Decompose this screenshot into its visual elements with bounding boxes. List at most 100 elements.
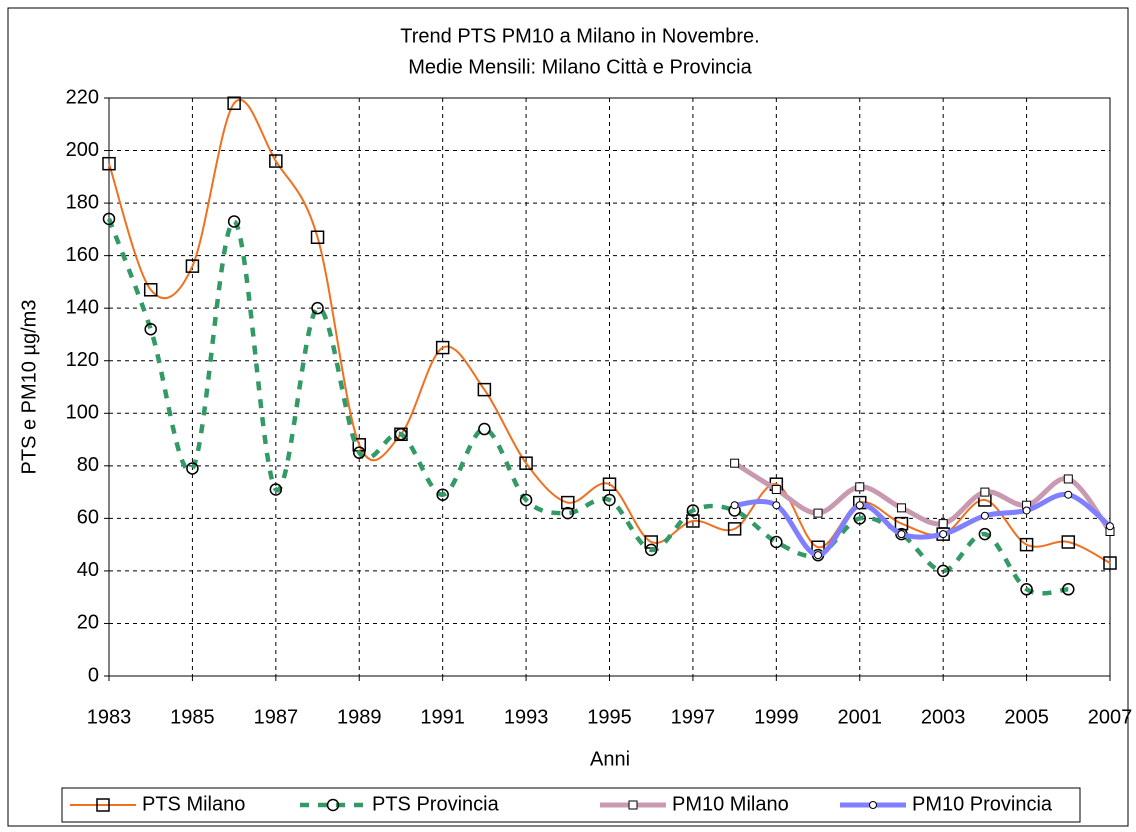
x-tick-label: 1985 [170, 706, 215, 728]
x-tick-label: 1989 [337, 706, 382, 728]
marker [771, 484, 781, 494]
x-tick-label: 2005 [1004, 706, 1049, 728]
marker [1106, 522, 1114, 531]
x-tick-label: 1999 [754, 706, 799, 728]
chart-subtitle: Medie Mensili: Milano Città e Provincia [408, 56, 752, 78]
marker [185, 259, 200, 273]
marker [186, 462, 199, 475]
y-tick-label: 0 [88, 664, 99, 686]
legend-label: PTS Milano [142, 793, 245, 815]
plot-frame [108, 97, 1111, 677]
marker [394, 428, 408, 441]
marker [1103, 556, 1117, 570]
marker [1061, 535, 1076, 549]
y-tick-label: 60 [77, 507, 99, 529]
marker [814, 551, 823, 560]
marker [813, 508, 823, 518]
chart-title: Trend PTS PM10 a Milano in Novembre. [400, 25, 759, 47]
marker [561, 495, 575, 510]
marker [853, 512, 866, 525]
marker [435, 340, 450, 355]
x-tick-label: 1995 [587, 706, 632, 728]
x-tick-label: 1991 [420, 706, 465, 728]
y-tick-label: 80 [77, 454, 99, 476]
marker [896, 503, 906, 513]
marker [519, 456, 533, 470]
y-tick-label: 120 [66, 349, 99, 371]
marker [326, 798, 340, 812]
x-tick-label: 1997 [671, 706, 716, 728]
marker [855, 482, 865, 492]
marker [1020, 583, 1033, 596]
marker [602, 477, 617, 491]
marker [869, 801, 877, 809]
y-tick-label: 20 [77, 612, 99, 634]
y-tick-label: 180 [66, 191, 99, 213]
marker [936, 564, 950, 578]
marker [855, 501, 864, 510]
marker [644, 543, 658, 557]
marker [727, 522, 742, 536]
legend-label: PTS Provincia [372, 793, 500, 815]
marker [310, 230, 325, 244]
marker [311, 301, 324, 315]
marker [628, 800, 638, 810]
marker [978, 527, 992, 541]
series-line [734, 491, 1112, 558]
x-tick-label: 1983 [87, 706, 132, 728]
marker [980, 511, 989, 520]
marker [770, 535, 783, 549]
y-tick-label: 200 [66, 139, 99, 161]
legend-label: PM10 Milano [672, 793, 789, 815]
marker [772, 501, 781, 510]
marker [1019, 537, 1034, 552]
x-tick-label: 1993 [504, 706, 549, 728]
marker [269, 154, 283, 168]
marker [938, 519, 948, 529]
y-axis-label: PTS e PM10 µg/m3 [18, 300, 40, 475]
marker [96, 798, 110, 812]
y-tick-label: 40 [77, 559, 99, 581]
marker [980, 487, 990, 497]
marker [478, 422, 491, 436]
x-tick-label: 1987 [254, 706, 299, 728]
marker [1022, 506, 1031, 515]
marker [603, 493, 616, 507]
marker [1063, 474, 1073, 484]
marker [686, 504, 700, 517]
marker [269, 483, 283, 496]
x-tick-label: 2007 [1088, 706, 1133, 728]
marker [102, 156, 116, 171]
marker [144, 322, 157, 336]
marker [897, 530, 906, 539]
series-line [733, 461, 1113, 534]
marker [1064, 490, 1073, 499]
marker [686, 514, 700, 528]
marker [730, 501, 739, 510]
marker [436, 488, 449, 501]
marker [939, 530, 948, 539]
legend-label: PM10 Provincia [912, 793, 1053, 815]
marker [894, 516, 909, 531]
x-tick-label: 2003 [921, 706, 966, 728]
y-tick-label: 160 [66, 244, 99, 266]
series-line [106, 218, 1069, 596]
y-tick-label: 220 [66, 86, 99, 108]
marker [353, 446, 366, 459]
marker [143, 283, 158, 297]
marker [102, 212, 116, 226]
marker [227, 96, 241, 111]
y-tick-label: 100 [66, 402, 99, 424]
y-tick-label: 140 [66, 296, 99, 318]
legend-box [61, 787, 1081, 823]
marker [1062, 583, 1075, 596]
series-line [108, 99, 1111, 564]
marker [227, 215, 241, 228]
marker [519, 493, 533, 507]
x-axis-label: Anni [590, 748, 630, 770]
marker [477, 382, 492, 397]
x-tick-label: 2001 [838, 706, 883, 728]
marker [730, 458, 740, 468]
marker [561, 506, 575, 520]
